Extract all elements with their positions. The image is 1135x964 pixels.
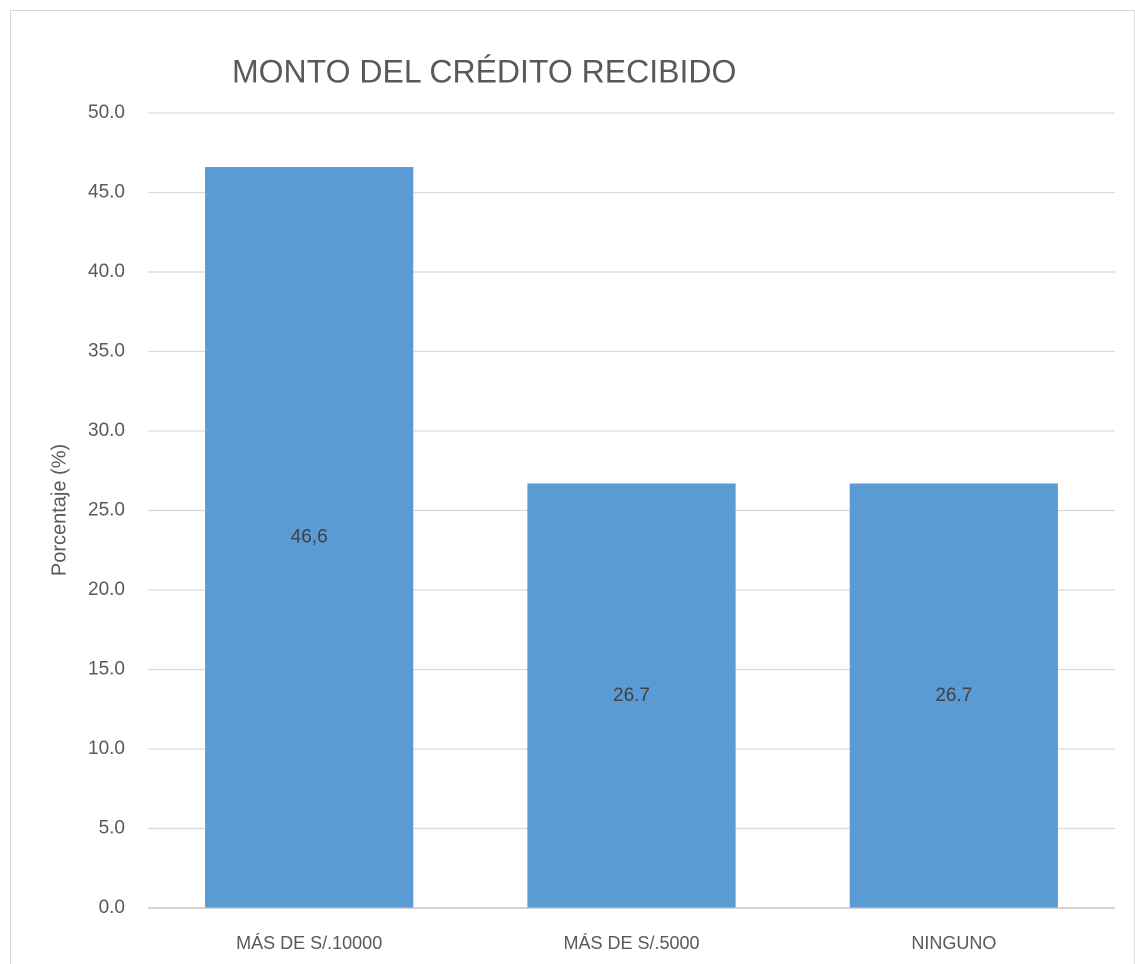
y-axis-label: Porcentaje (%) (48, 444, 70, 576)
y-tick-label: 10.0 (88, 738, 125, 759)
y-tick-label: 35.0 (88, 341, 125, 362)
x-tick-label: MÁS DE S/.5000 (563, 933, 699, 953)
value-label: 46,6 (291, 527, 328, 548)
y-tick-label: 5.0 (99, 818, 125, 839)
y-tick-label: 20.0 (88, 579, 125, 600)
x-tick-label: NINGUNO (911, 933, 996, 953)
bar (849, 483, 1058, 908)
value-label: 26.7 (613, 685, 650, 706)
value-label: 26.7 (935, 685, 972, 706)
y-tick-label: 30.0 (88, 420, 125, 441)
y-tick-label: 50.0 (88, 102, 125, 123)
bar (205, 167, 414, 908)
chart-title: MONTO DEL CRÉDITO RECIBIDO (232, 53, 736, 89)
y-tick-label: 45.0 (88, 182, 125, 203)
x-tick-label: MÁS DE S/.10000 (236, 933, 382, 953)
bar (527, 483, 736, 908)
y-tick-label: 40.0 (88, 261, 125, 282)
y-tick-label: 15.0 (88, 659, 125, 680)
y-tick-label: 25.0 (88, 500, 125, 521)
y-tick-label: 0.0 (99, 897, 125, 918)
